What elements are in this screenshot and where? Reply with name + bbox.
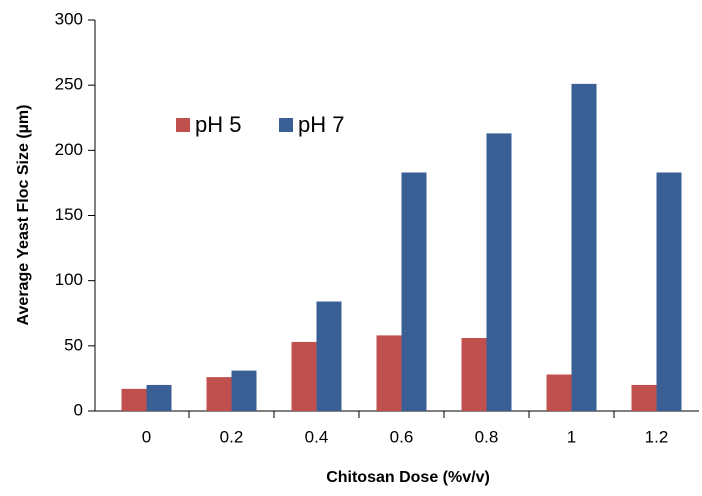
bar [656, 172, 682, 411]
legend-swatch [176, 118, 190, 132]
bar [486, 133, 512, 411]
y-tick-label: 300 [55, 9, 83, 28]
y-tick-label: 150 [55, 205, 83, 224]
bar [631, 384, 657, 411]
y-tick-label: 100 [55, 270, 83, 289]
bar [316, 301, 342, 411]
legend-label: pH 5 [195, 112, 241, 137]
bar [231, 370, 257, 411]
x-tick-label: 1.2 [645, 427, 669, 446]
bar [146, 384, 172, 411]
x-tick-label: 0.6 [390, 427, 414, 446]
bar [291, 341, 317, 411]
x-tick-label: 1 [567, 427, 576, 446]
x-axis-title: Chitosan Dose (%v/v) [326, 469, 490, 486]
x-tick-label: 0.8 [475, 427, 499, 446]
bar [546, 374, 572, 411]
y-tick-label: 50 [64, 335, 83, 354]
bar [461, 338, 487, 411]
x-tick-label: 0 [142, 427, 151, 446]
legend-swatch [279, 118, 293, 132]
bar [401, 172, 427, 411]
bar [206, 377, 232, 411]
bar [571, 83, 597, 411]
bar [121, 388, 147, 411]
y-tick-label: 0 [74, 400, 83, 419]
bar [376, 335, 402, 411]
y-axis-title: Average Yeast Floc Size (µm) [15, 105, 32, 326]
x-tick-label: 0.4 [305, 427, 329, 446]
y-tick-label: 250 [55, 75, 83, 94]
x-tick-label: 0.2 [220, 427, 244, 446]
y-tick-label: 200 [55, 140, 83, 159]
legend-label: pH 7 [298, 112, 344, 137]
